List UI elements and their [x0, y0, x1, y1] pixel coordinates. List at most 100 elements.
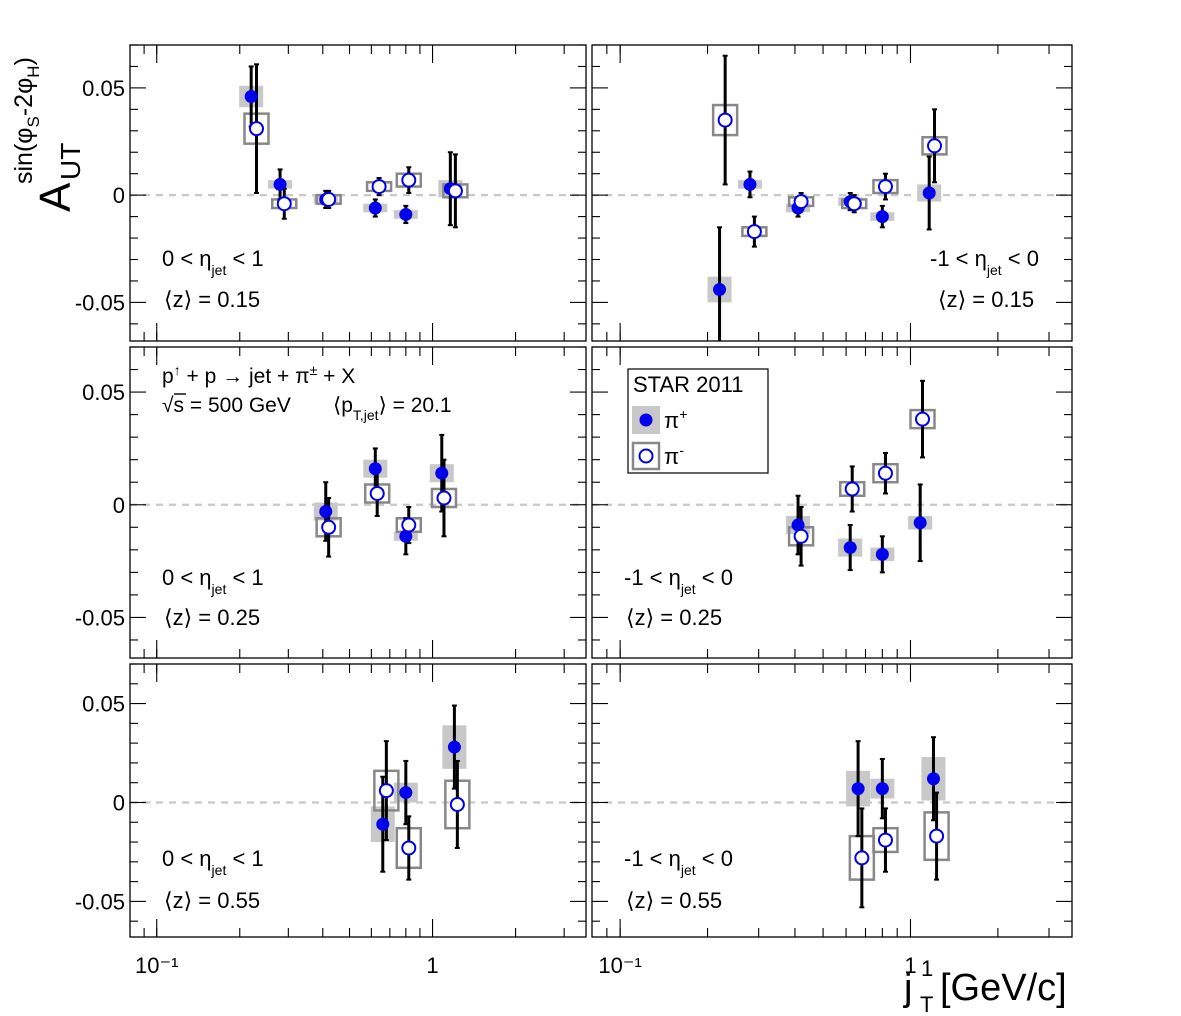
panel-0-0-pi-minus-point-0: [249, 121, 265, 137]
panel-2-1-pi-minus-point-2: [929, 828, 945, 844]
panel-0-1-pi-minus-point-0: [717, 112, 733, 128]
panel-0-1-pi-minus-point-5: [927, 138, 943, 154]
panel-0-1-pi-plus-point-1: [743, 177, 757, 191]
y-axis-title-sup-sub2: H: [24, 65, 43, 77]
panel-1-1-frame: [591, 346, 1073, 659]
y-axis-title-sup-head: sin(φ: [10, 128, 38, 185]
panel-2-0-x-tick-label: 1: [426, 953, 438, 978]
panel-0-1-pi-minus-point-4: [877, 179, 893, 195]
panel-2-0-y-tick-label: -0.05: [75, 889, 125, 914]
panel-2-0: 0.05 0 -0.05 1 10⁻¹ 0 < ηjet < 1 ⟨z⟩ = 0.55: [75, 663, 587, 978]
process-pm: ±: [310, 362, 318, 378]
panel-1-1-z-label: ⟨z⟩ = 0.25: [626, 605, 722, 630]
panel-2-0-eta-b: < 1: [226, 846, 263, 871]
panel-0-0-pi-plus-point-3: [368, 201, 382, 215]
panel-0-1-pi-plus-point-4: [875, 210, 889, 224]
panel-2-0-pi-plus-point-2: [447, 740, 461, 754]
panel-0-1-pi-minus-point-1: [746, 224, 762, 240]
panel-1-0-pi-plus-point-1: [368, 462, 382, 476]
panel-2-0-pi-plus-point-1: [399, 786, 413, 800]
x-axis-title-sup: 1: [921, 956, 933, 981]
panel-2-0-pi-minus-point-1: [401, 840, 417, 856]
legend-label-pi-minus: π: [664, 444, 679, 469]
y-axis-title-sub: UT: [55, 143, 86, 180]
panel-1-0-pi-minus-point-3: [436, 490, 452, 506]
panel-1-1-pi-plus-point-3: [913, 516, 927, 530]
panel-1-0-pi-minus-point-2: [401, 517, 417, 533]
panel-0-0-pi-minus-point-2: [321, 191, 337, 207]
panel-0-0-pi-plus-point-4: [399, 207, 413, 221]
panel-2-0-eta-a: 0 < η: [162, 846, 212, 871]
panel-0-0-y-tick-label: 0: [113, 183, 125, 208]
panel-2-1-z-label: ⟨z⟩ = 0.55: [626, 888, 722, 913]
panel-1-0-z-label: ⟨z⟩ = 0.25: [164, 605, 260, 630]
panel-1-1-eta-sub: jet: [680, 581, 696, 597]
x-axis-title: j T 1 [GeV/c]: [903, 956, 1067, 1016]
panel-2-1-pi-plus-point-0: [851, 782, 865, 796]
panel-1-1-eta-label: -1 < ηjet < 0: [624, 565, 733, 597]
panel-2-1: 1 10⁻¹ -1 < ηjet < 0 ⟨z⟩ = 0.55: [591, 663, 1073, 978]
panel-2-1-eta-b: < 0: [696, 846, 733, 871]
panel-1-0: 0.05 0 -0.05 0 < ηjet < 1 ⟨z⟩ = 0.25: [75, 346, 587, 659]
panel-2-0-y-tick-label: 0: [113, 790, 125, 815]
panel-0-1-pi-plus-point-5: [922, 186, 936, 200]
panel-2-0-eta-label: 0 < ηjet < 1: [162, 846, 264, 878]
panel-2-1-eta-sub: jet: [680, 862, 696, 878]
legend-swatch-pi-minus-box: [631, 441, 661, 471]
panel-0-0-eta-label: 0 < ηjet < 1: [162, 246, 264, 278]
legend-label-pi-plus-sup: +: [679, 406, 687, 422]
panel-1-1-pi-minus-point-2: [877, 465, 893, 481]
panel-0-0-pi-minus-point-1: [276, 196, 292, 212]
y-axis-title: A UT sin(φS-2φH): [10, 57, 86, 212]
panel-2-1-eta-a: -1 < η: [624, 846, 681, 871]
process-sqrt-s: s = 500 GeV: [174, 394, 291, 417]
panel-2-0-x-tick-label: 10⁻¹: [135, 953, 178, 978]
panel-0-1-z-label: ⟨z⟩ = 0.15: [938, 287, 1034, 312]
svg-text:sin(φS-2φH): sin(φS-2φH): [10, 57, 43, 184]
y-axis-title-sup-mid: -2φ: [10, 78, 38, 116]
legend-label-pi-minus-sup: -: [679, 442, 684, 458]
panel-1-0-eta-a: 0 < η: [162, 565, 212, 590]
x-axis-title-main: j: [903, 967, 912, 1009]
process-p1: p: [162, 365, 174, 388]
panel-2-0-pi-plus-point-0: [376, 817, 390, 831]
panel-0-0-pi-plus-point-0: [244, 89, 258, 103]
panel-1-0-pi-plus-point-0: [319, 505, 333, 519]
panel-2-1-x-tick-label: 1: [904, 953, 916, 978]
legend: STAR 2011 π+ π-: [627, 368, 769, 474]
panel-0-0: 0.05 0 -0.05 0 < ηjet < 1 ⟨z⟩ = 0.15: [75, 44, 587, 342]
panel-0-1: -1 < ηjet < 0 ⟨z⟩ = 0.15: [591, 44, 1073, 342]
panel-2-1-eta-label: -1 < ηjet < 0: [624, 846, 733, 878]
panel-2-0-z-label: ⟨z⟩ = 0.55: [164, 888, 260, 913]
panel-1-1: -1 < ηjet < 0 ⟨z⟩ = 0.25: [591, 346, 1073, 659]
process-pt-sub: T,jet: [353, 407, 379, 423]
process-root: √: [162, 394, 174, 417]
panel-2-0-pi-minus-point-2: [449, 796, 465, 812]
svg-text:π-: π-: [664, 442, 684, 469]
panel-1-0-eta-b: < 1: [226, 565, 263, 590]
process-tail: + X: [317, 365, 355, 388]
panel-2-0-pi-minus-point-0: [378, 783, 394, 799]
panel-0-1-frame: [591, 44, 1073, 342]
y-axis-title-main: A: [31, 182, 80, 212]
x-axis-title-unit: [GeV/c]: [940, 967, 1067, 1009]
process-arrow: ↑: [174, 362, 181, 378]
legend-swatch-pi-minus-marker: [638, 448, 654, 464]
panel-0-0-pi-plus-point-1: [273, 177, 287, 191]
panel-1-1-eta-a: -1 < η: [624, 565, 681, 590]
panel-1-0-frame: [129, 346, 587, 659]
panel-0-0-eta-a: 0 < η: [162, 246, 212, 271]
panel-0-0-pi-minus-point-5: [447, 183, 463, 199]
svg-text:⟨pT,jet⟩ = 20.1: ⟨pT,jet⟩ = 20.1: [333, 394, 452, 423]
process-pt-open: ⟨p: [333, 394, 353, 417]
panel-2-1-pi-minus-point-0: [854, 850, 870, 866]
panel-1-0-pi-minus-point-0: [321, 519, 337, 535]
panel-0-1-eta-label: -1 < ηjet < 0: [930, 246, 1039, 278]
panel-2-1-pi-plus-point-2: [926, 772, 940, 786]
panel-0-1-pi-plus-point-0: [713, 283, 727, 297]
panel-1-0-eta-label: 0 < ηjet < 1: [162, 565, 264, 597]
panel-0-1-pi-minus-point-3: [846, 196, 862, 212]
panel-2-1-pi-plus-point-1: [875, 782, 889, 796]
panel-0-0-y-tick-label: 0.05: [82, 76, 125, 101]
panel-2-1-x-tick-label: 10⁻¹: [598, 953, 641, 978]
